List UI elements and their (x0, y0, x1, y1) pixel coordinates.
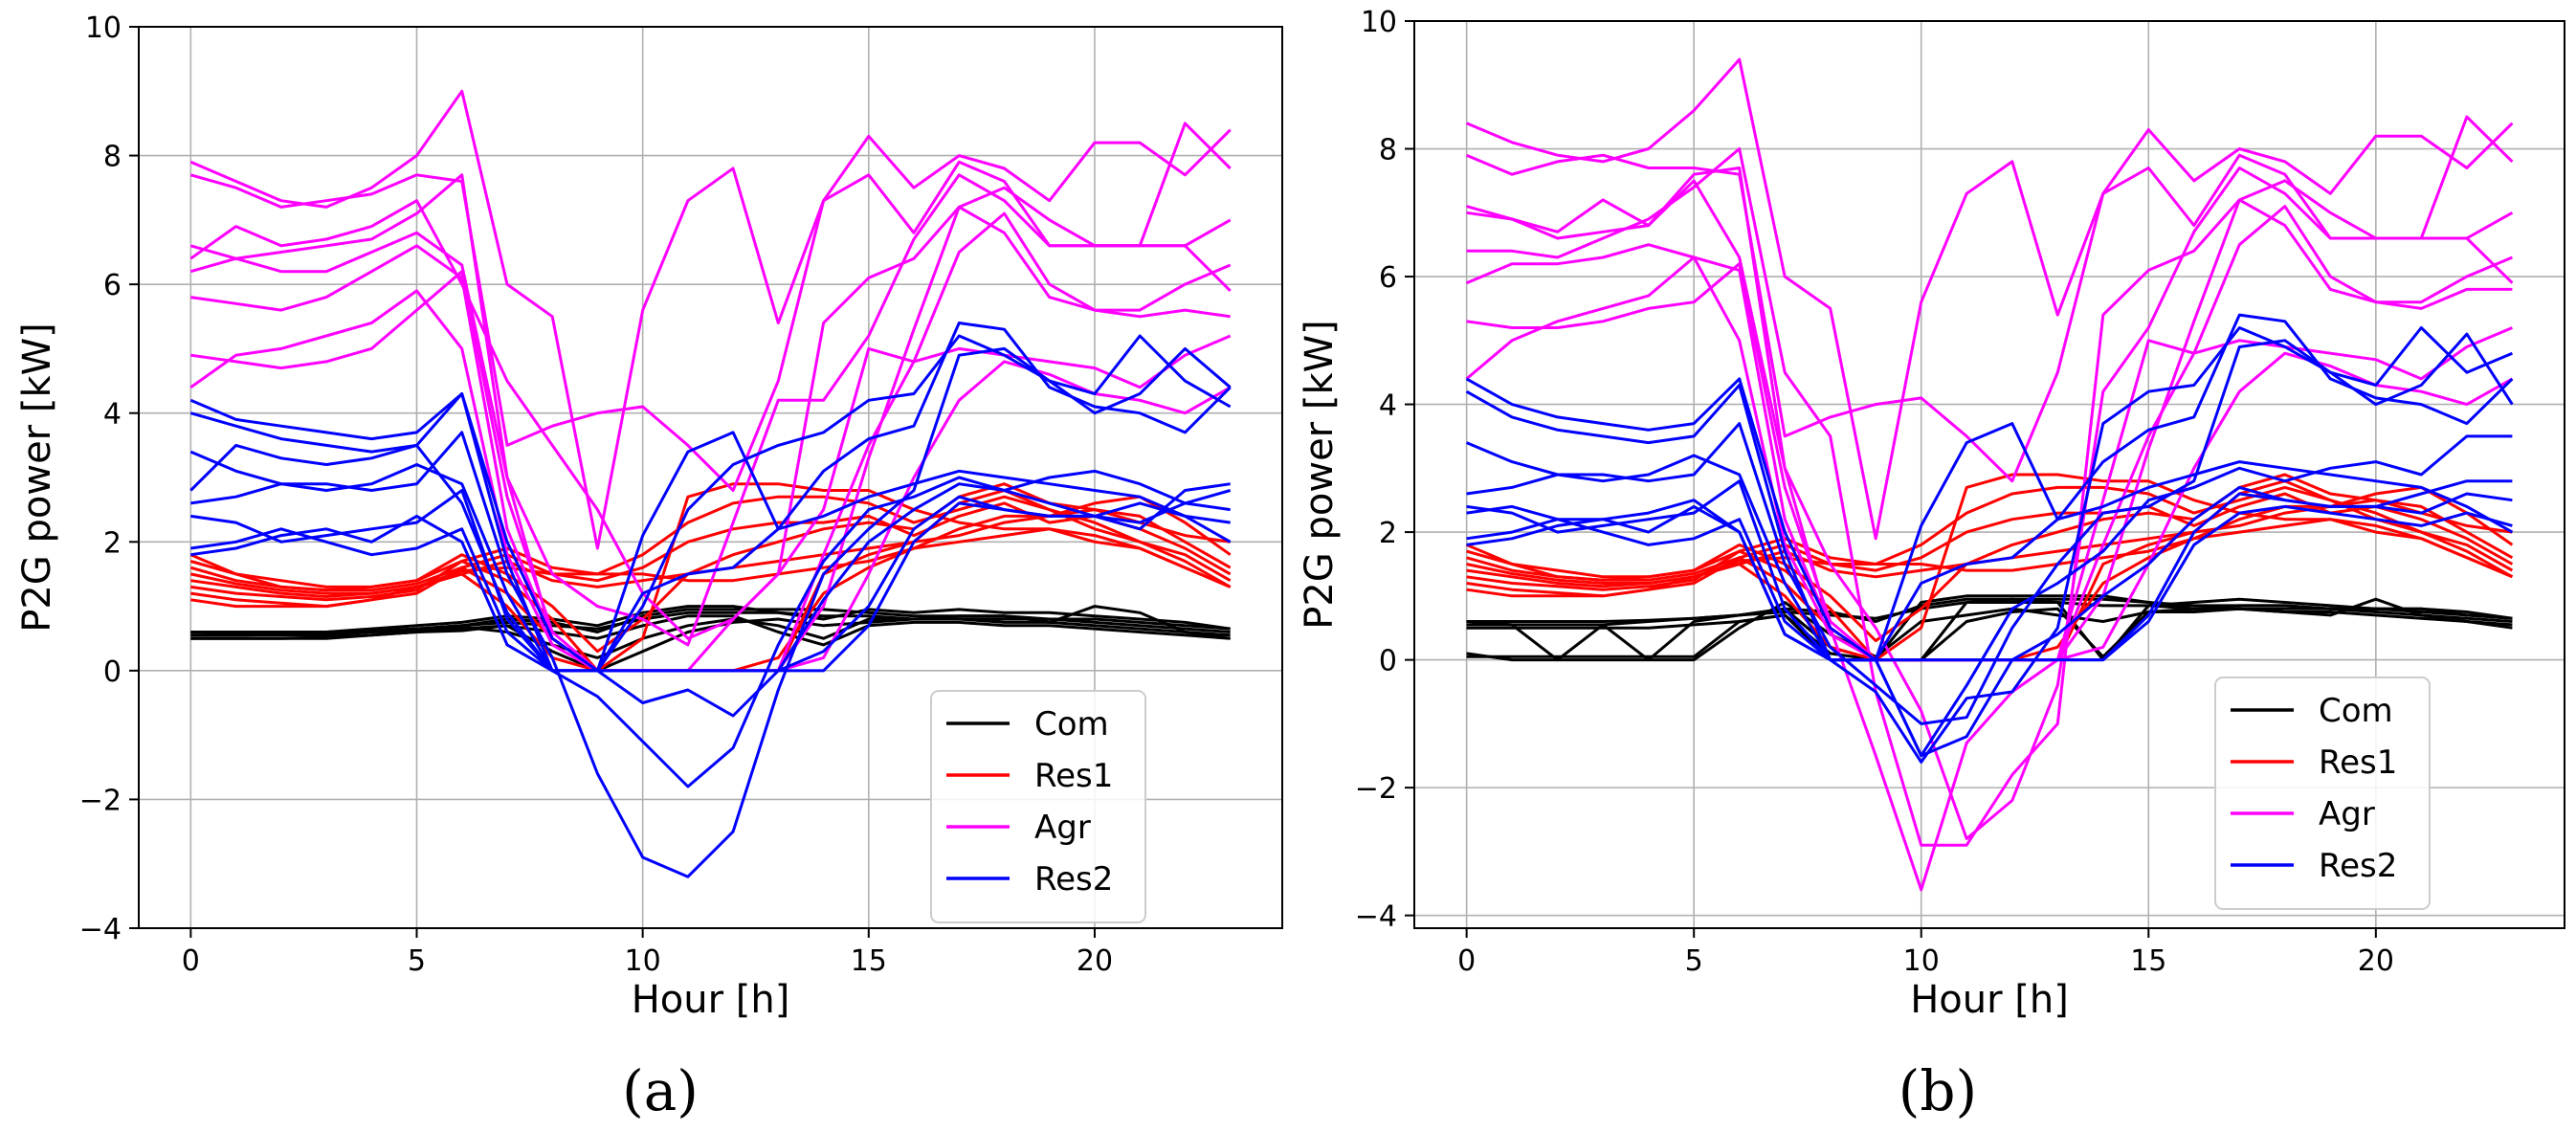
series-line-res2 (189, 443, 1231, 718)
y-axis-label: P2G power [kW] (1298, 320, 1342, 630)
series-line-res2 (190, 463, 1232, 788)
series-line-res2 (1465, 326, 2513, 764)
x-tick-label: 15 (2130, 944, 2166, 978)
x-tick-label: 20 (2358, 944, 2394, 978)
series-line-agr (1466, 57, 2514, 541)
series-line-res1 (189, 501, 1232, 592)
legend-label-res2: Res2 (1034, 860, 1113, 899)
legend-label-com: Com (1034, 705, 1109, 744)
series-line-res2 (1466, 332, 2514, 725)
series-line-com (190, 605, 1231, 635)
y-tick-label: 0 (1379, 645, 1397, 678)
y-tick-label: −4 (79, 913, 122, 946)
series-line-agr (1466, 147, 2513, 847)
series-line-res2 (189, 322, 1232, 673)
plot-frame (1413, 20, 2565, 929)
series-line-res2 (189, 346, 1232, 878)
x-tick-label: 0 (1457, 944, 1476, 978)
y-tick-label: 10 (85, 11, 122, 45)
series-line-res2 (1466, 460, 2514, 662)
legend-label-res1: Res1 (2319, 744, 2397, 782)
legend-label-com: Com (2319, 692, 2393, 730)
y-tick-label: −2 (1355, 772, 1397, 806)
series-line-res2 (1466, 434, 2513, 758)
x-tick-label: 10 (625, 944, 661, 978)
series-line-com (1466, 594, 2513, 662)
series-line-agr (1466, 205, 2513, 892)
series-line-com (1466, 597, 2513, 662)
y-tick-label: −4 (1355, 900, 1397, 934)
series-line-res2 (1465, 313, 2514, 662)
legend-label-agr: Agr (2319, 795, 2375, 833)
x-tick-label: 5 (1685, 944, 1703, 978)
series-line-res1 (1466, 492, 2514, 582)
series-line-agr (190, 211, 1231, 673)
series-line-res2 (190, 501, 1231, 673)
series-line-com (190, 605, 1231, 659)
x-axis-label: Hour [h] (1910, 978, 2069, 1022)
y-tick-label: −2 (79, 784, 122, 817)
x-axis-label: Hour [h] (632, 978, 790, 1022)
y-tick-label: 4 (103, 398, 122, 432)
legend-label-res2: Res2 (2319, 847, 2397, 885)
series-line-res1 (1466, 473, 2513, 643)
y-tick-label: 8 (103, 141, 122, 174)
x-tick-label: 0 (182, 944, 200, 978)
legend-box (2214, 677, 2431, 910)
series-line-res2 (190, 469, 1232, 673)
series-line-res2 (1466, 499, 2513, 662)
y-tick-label: 6 (1379, 261, 1397, 295)
y-tick-label: 8 (1379, 134, 1397, 167)
series-line-agr (189, 199, 1232, 640)
y-tick-label: 10 (1361, 6, 1397, 39)
x-tick-label: 5 (408, 944, 426, 978)
y-tick-label: 6 (103, 269, 122, 302)
caption-b: (b) (1899, 1058, 1977, 1123)
series-line-com (1466, 607, 2513, 662)
y-tick-label: 4 (1379, 389, 1397, 423)
y-tick-label: 2 (103, 526, 122, 560)
series-line-agr (189, 173, 1232, 647)
x-tick-label: 20 (1077, 944, 1113, 978)
legend-label-agr: Agr (1034, 809, 1091, 847)
y-axis-label: P2G power [kW] (15, 322, 59, 633)
series-line-agr (189, 89, 1232, 550)
caption-a: (a) (622, 1058, 699, 1123)
y-tick-label: 0 (103, 655, 122, 689)
legend: Com Res1 Agr Res2 (2214, 677, 2431, 910)
y-tick-label: 2 (1379, 517, 1397, 550)
legend: Com Res1 Agr Res2 (930, 690, 1146, 923)
plot-frame (138, 26, 1283, 929)
x-tick-label: 10 (1903, 944, 1940, 978)
legend-box (930, 690, 1146, 923)
series-line-res2 (189, 334, 1232, 673)
series-line-com (190, 617, 1231, 673)
legend-label-res1: Res1 (1034, 757, 1113, 795)
x-tick-label: 15 (851, 944, 887, 978)
